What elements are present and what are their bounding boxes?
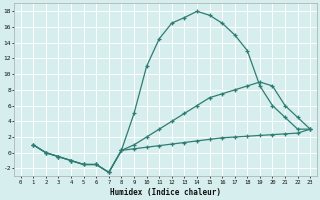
X-axis label: Humidex (Indice chaleur): Humidex (Indice chaleur) (110, 188, 221, 197)
